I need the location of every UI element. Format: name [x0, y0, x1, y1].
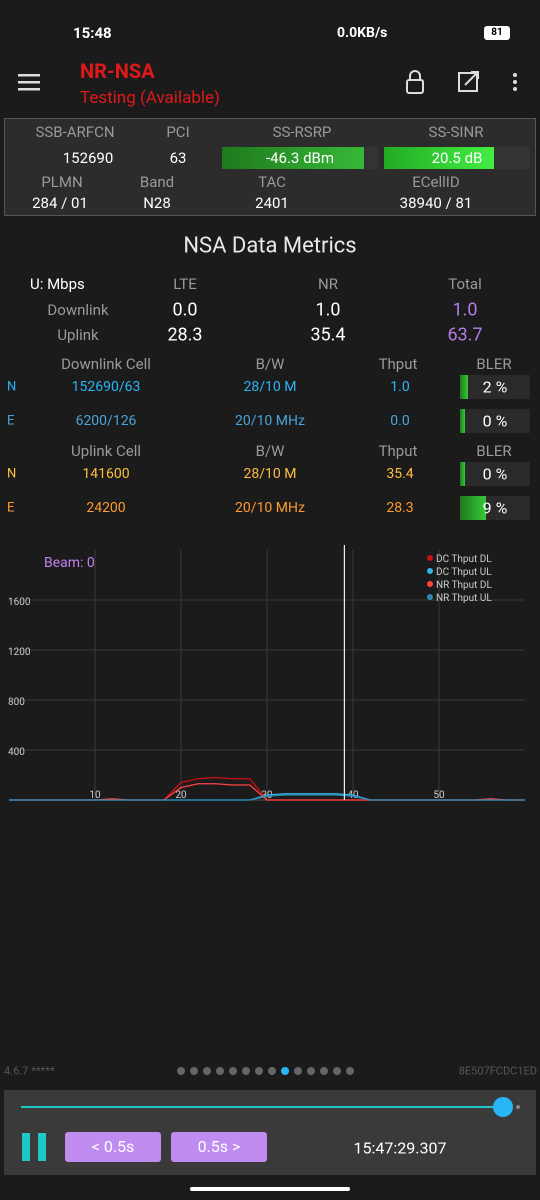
header: SSB-ARFCN: [35, 123, 115, 141]
header: SS-SINR: [428, 123, 484, 141]
legend-swatch: [427, 555, 433, 561]
legend-label: NR Thput UL: [436, 593, 492, 604]
cell: 0.0: [390, 413, 410, 429]
legend-swatch: [427, 581, 433, 587]
value: 152690: [62, 149, 114, 167]
bler-bar: [460, 375, 530, 399]
header: TAC: [258, 173, 286, 191]
tech: E: [7, 413, 15, 429]
cell: 28/10 M: [243, 466, 297, 482]
metric: 0.0: [172, 299, 198, 321]
value: 2401: [255, 194, 289, 212]
legend-label: DC Thput DL: [436, 554, 492, 565]
cell: 141600: [82, 466, 130, 482]
header: SS-RSRP: [272, 123, 332, 141]
value: -46.3 dBm: [265, 149, 335, 167]
x-tick-label: 20: [175, 790, 187, 801]
cell: 24200: [86, 500, 126, 516]
bler: 0 %: [482, 411, 508, 431]
value: 284 / 01: [32, 194, 88, 212]
bler-bar: [460, 462, 530, 486]
header: BLER: [476, 442, 512, 460]
series-line: [9, 794, 525, 801]
value: 20.5 dB: [431, 149, 483, 167]
timestamp: 15:47:29.307: [353, 1138, 447, 1158]
version: 4.6.7 *****: [4, 1064, 55, 1078]
header: B/W: [255, 355, 285, 373]
pause-button[interactable]: [22, 1133, 48, 1161]
y-tick-label: 400: [8, 747, 25, 758]
cell: 152690/63: [71, 379, 141, 395]
back-button[interactable]: < 0.5s: [65, 1132, 161, 1162]
header: Uplink Cell: [70, 442, 142, 460]
net-speed: 0.0KB/s: [337, 25, 388, 41]
column: NR: [318, 275, 338, 293]
bler: 2 %: [482, 377, 508, 397]
value: N28: [143, 194, 171, 212]
y-tick-label: 800: [8, 697, 25, 708]
rsrp-bar: [222, 147, 378, 169]
legend-swatch: [427, 594, 433, 600]
battery: 81: [484, 26, 510, 40]
forward-button[interactable]: 0.5s >: [171, 1132, 267, 1162]
bler-bar: [460, 409, 530, 433]
device-id: 8E507FCDC1ED: [458, 1064, 537, 1078]
metric: 1.0: [452, 299, 478, 321]
legend-swatch: [427, 568, 433, 574]
home-indicator: [190, 1187, 350, 1191]
row-label: Uplink: [57, 326, 99, 344]
legend-label: NR Thput DL: [436, 580, 492, 591]
header: Band: [139, 173, 175, 191]
y-tick-label: 1200: [8, 647, 31, 658]
sinr-bar: [384, 147, 530, 169]
unit: U: Mbps: [30, 275, 85, 293]
column: Total: [448, 275, 482, 293]
seek-slider[interactable]: [18, 1096, 523, 1120]
bler: 9 %: [482, 498, 508, 518]
metrics-title: NSA Data Metrics: [183, 233, 357, 259]
bler-bar: [460, 496, 530, 520]
metric: 63.7: [447, 324, 483, 346]
cell: 28.3: [386, 500, 414, 516]
row-label: Downlink: [47, 301, 109, 319]
cell: 20/10 MHz: [235, 413, 305, 429]
annotation: Beam: 0: [44, 555, 95, 571]
header: Thput: [378, 442, 418, 460]
header: PLMN: [41, 173, 83, 191]
header: BLER: [476, 355, 512, 373]
tech: E: [7, 500, 15, 516]
legend-label: DC Thput UL: [436, 567, 492, 578]
metric: 28.3: [167, 324, 203, 346]
cell: 6200/126: [75, 413, 137, 429]
cell: 28/10 M: [243, 379, 297, 395]
y-tick-label: 1600: [8, 597, 31, 608]
tech: N: [7, 379, 17, 395]
app-title: NR-NSA: [80, 59, 155, 83]
metric: 35.4: [310, 324, 346, 346]
app-subtitle: Testing (Available): [80, 88, 220, 108]
value: 38940 / 81: [399, 194, 473, 212]
header: B/W: [255, 442, 285, 460]
page-dots[interactable]: [175, 1065, 360, 1077]
header: Thput: [378, 355, 418, 373]
metric: 1.0: [315, 299, 341, 321]
bler: 0 %: [482, 464, 508, 484]
clock: 15:48: [73, 24, 112, 42]
header: ECellID: [412, 173, 460, 191]
x-tick-label: 50: [433, 790, 445, 801]
toolbar-icons[interactable]: [405, 70, 525, 96]
header: PCI: [166, 123, 190, 141]
menu-icon[interactable]: [18, 72, 42, 92]
header: Downlink Cell: [61, 355, 151, 373]
column: LTE: [173, 275, 197, 293]
cell: 1.0: [390, 379, 410, 395]
value: 63: [169, 149, 187, 167]
x-tick-label: 10: [89, 790, 101, 801]
cell: 20/10 MHz: [235, 500, 305, 516]
cell: 35.4: [386, 466, 414, 482]
tech: N: [7, 466, 17, 482]
